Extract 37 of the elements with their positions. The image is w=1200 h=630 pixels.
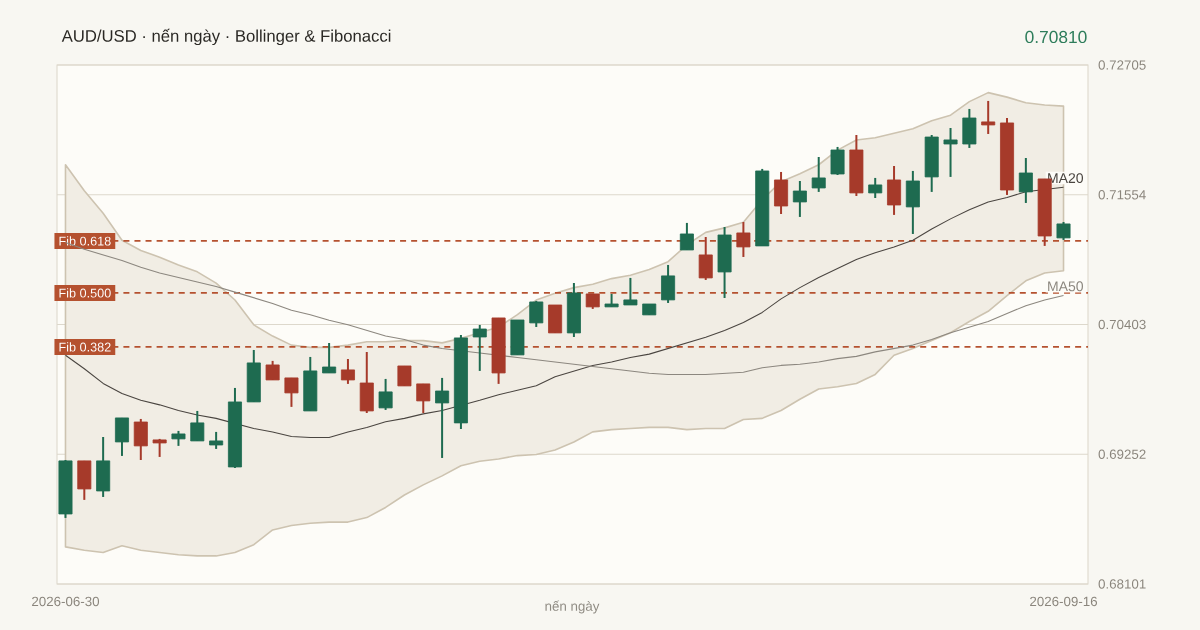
series-label: MA20: [1048, 173, 1084, 184]
y-tick-label: 0.70403: [1098, 319, 1146, 330]
candlestick: [792, 179, 807, 218]
candlestick: [284, 376, 299, 408]
candlestick: [190, 409, 205, 442]
candlestick: [397, 364, 412, 387]
candlestick: [736, 221, 751, 258]
candlestick: [340, 357, 355, 385]
candlestick: [265, 359, 280, 381]
y-tick-label: 0.68101: [1098, 579, 1146, 589]
ref-line-label: Fib 0.382: [59, 342, 111, 352]
candlestick: [133, 417, 148, 461]
y-tick-label: 0.69252: [1098, 449, 1146, 459]
candlestick: [811, 155, 826, 193]
candlestick: [868, 176, 883, 199]
candlestick: [529, 299, 544, 328]
x-tick-label: 2026-09-16: [1030, 596, 1098, 607]
candlestick: [698, 236, 713, 281]
candlestick: [435, 376, 450, 459]
candlestick: [472, 323, 487, 372]
candlestick: [322, 341, 337, 374]
candlestick: [943, 127, 958, 178]
series-label: MA50: [1048, 281, 1084, 292]
ref-line-label: Fib 0.500: [59, 288, 111, 298]
candlestick: [623, 276, 638, 306]
candlestick: [378, 377, 393, 411]
candlestick: [416, 382, 431, 414]
candlestick: [1018, 156, 1033, 204]
ref-line-label: Fib 0.618: [59, 236, 111, 246]
text: nến ngày: [545, 600, 600, 614]
y-tick-label: 0.72705: [1098, 60, 1146, 70]
text: 0.70810: [1025, 30, 1087, 44]
candlestick: [981, 99, 996, 135]
y-tick-label: 0.71554: [1098, 190, 1146, 200]
chart-title: AUD/USD · nến ngày · Bollinger & Fibonacci: [61, 28, 391, 46]
candlestick: [679, 221, 694, 251]
x-tick-label: 2026-06-30: [32, 596, 100, 607]
